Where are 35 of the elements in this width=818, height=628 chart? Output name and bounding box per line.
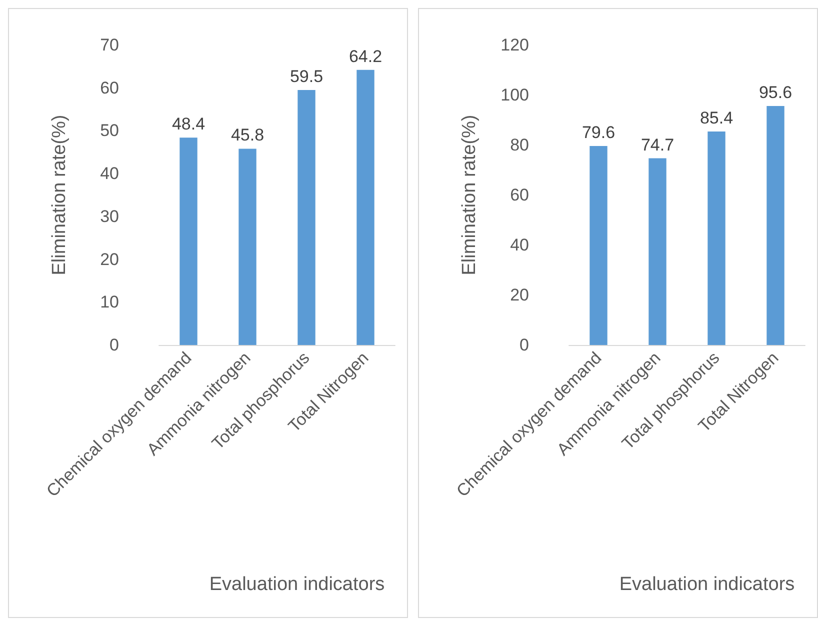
x-axis-title: Evaluation indicators bbox=[619, 574, 795, 595]
data-label: 48.4 bbox=[172, 114, 206, 134]
data-label: 95.6 bbox=[758, 83, 792, 102]
y-tick-label: 0 bbox=[110, 336, 119, 354]
y-tick-label: 40 bbox=[510, 236, 529, 254]
y-tick-label: 0 bbox=[520, 336, 529, 354]
bar bbox=[590, 146, 608, 345]
y-tick-label: 120 bbox=[500, 36, 529, 54]
bar bbox=[180, 138, 198, 345]
bar bbox=[238, 148, 256, 345]
y-tick-label: 30 bbox=[100, 206, 119, 226]
y-tick-label: 100 bbox=[500, 86, 529, 104]
x-axis-title: Evaluation indicators bbox=[209, 574, 385, 595]
y-tick-label: 40 bbox=[100, 164, 119, 184]
data-label: 64.2 bbox=[348, 46, 382, 66]
y-tick-label: 20 bbox=[510, 286, 529, 304]
y-tick-label: 60 bbox=[100, 78, 119, 98]
bar bbox=[766, 106, 784, 345]
bar bbox=[298, 90, 316, 345]
y-axis-title: Elimination rate(%) bbox=[49, 114, 70, 276]
data-label: 79.6 bbox=[582, 123, 616, 142]
data-label: 74.7 bbox=[640, 135, 674, 154]
data-label: 45.8 bbox=[230, 126, 264, 145]
y-tick-label: 50 bbox=[100, 121, 119, 140]
bar bbox=[356, 70, 374, 345]
y-tick-label: 70 bbox=[100, 36, 119, 54]
y-tick-label: 60 bbox=[510, 186, 529, 204]
y-tick-label: 80 bbox=[510, 136, 529, 154]
data-label: 85.4 bbox=[700, 108, 734, 128]
y-axis-title: Elimination rate(%) bbox=[459, 114, 480, 276]
y-tick-label: 10 bbox=[100, 292, 119, 312]
y-tick-label: 20 bbox=[100, 250, 119, 269]
data-label: 59.5 bbox=[290, 67, 324, 86]
bar bbox=[708, 132, 726, 345]
bar bbox=[648, 158, 666, 345]
